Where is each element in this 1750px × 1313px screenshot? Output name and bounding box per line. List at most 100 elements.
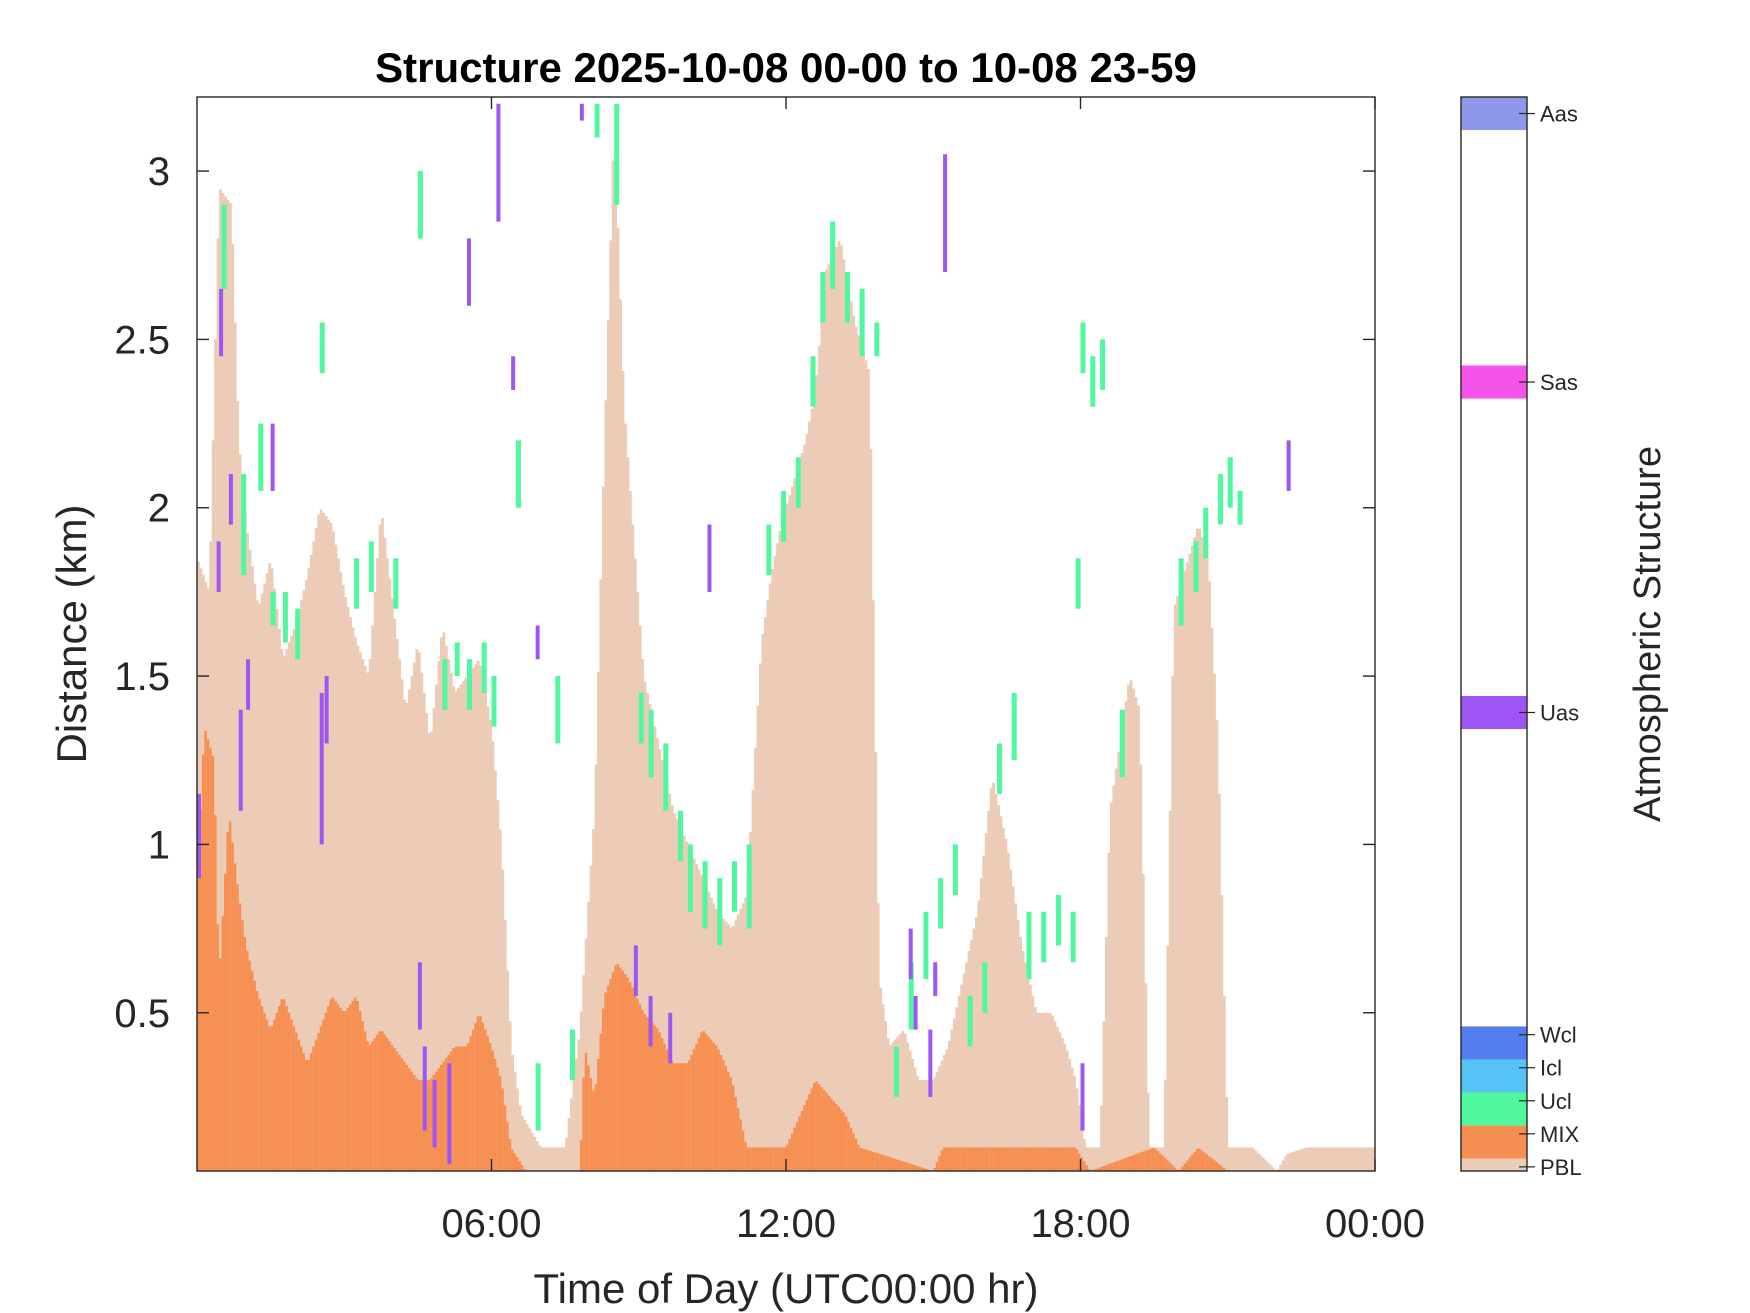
uas-segment: [648, 995, 653, 1047]
mix-column: [862, 1148, 865, 1171]
pbl-column: [1109, 802, 1113, 1171]
ucl-segment: [417, 171, 423, 239]
mix-column: [749, 1147, 753, 1171]
pbl-column: [1097, 1147, 1101, 1171]
pbl-column: [314, 527, 318, 1171]
pbl-column: [447, 659, 451, 1171]
mix-column: [957, 1147, 961, 1171]
mix-column: [255, 990, 259, 1171]
pbl-column: [847, 287, 851, 1171]
mix-column: [896, 1159, 900, 1171]
pbl-column: [786, 503, 789, 1171]
mix-column: [889, 1157, 892, 1171]
pbl-column: [238, 454, 242, 1171]
mix-column: [783, 1147, 787, 1171]
pbl-column: [1092, 1147, 1096, 1171]
mix-column: [874, 1152, 878, 1171]
ucl-segment: [481, 642, 487, 693]
ucl-segment: [594, 103, 600, 138]
pbl-column: [1075, 1088, 1079, 1171]
pbl-column: [889, 1045, 892, 1171]
pbl-column: [1357, 1147, 1361, 1171]
mix-column: [1134, 1154, 1138, 1171]
pbl-column: [1060, 1038, 1064, 1171]
uas-segment: [933, 962, 938, 996]
uas-segment: [422, 1046, 427, 1131]
pbl-column: [920, 1080, 924, 1171]
uas-segment: [432, 1080, 437, 1148]
pbl-column: [798, 461, 802, 1171]
mix-column: [1024, 1147, 1027, 1171]
ucl-segment: [1011, 692, 1017, 761]
pbl-column: [410, 676, 414, 1171]
mix-column: [947, 1147, 951, 1171]
mix-column: [236, 884, 240, 1171]
mix-column: [1065, 1147, 1069, 1171]
pbl-column: [687, 847, 691, 1171]
uas-segment: [417, 962, 422, 1030]
mix-column: [638, 1004, 642, 1171]
pbl-column: [599, 579, 603, 1171]
pbl-column: [351, 627, 355, 1171]
pbl-column: [727, 924, 730, 1171]
ucl-segment: [717, 878, 723, 946]
pbl-column: [1171, 676, 1175, 1171]
mix-column: [400, 1058, 404, 1171]
mix-column: [459, 1046, 463, 1171]
mix-column: [322, 1019, 326, 1171]
pbl-column: [224, 196, 227, 1171]
mix-column: [989, 1147, 993, 1171]
pbl-column: [751, 789, 755, 1171]
pbl-column: [1264, 1160, 1268, 1171]
pbl-column: [1213, 673, 1216, 1171]
pbl-column: [781, 520, 784, 1171]
pbl-column: [1006, 852, 1010, 1171]
pbl-column: [430, 731, 433, 1171]
pbl-column: [479, 665, 483, 1171]
mix-column: [1217, 1164, 1221, 1171]
pbl-column: [547, 1147, 551, 1171]
pbl-column: [685, 841, 689, 1171]
mix-column: [839, 1109, 843, 1171]
ucl-segment: [454, 642, 460, 677]
mix-column: [744, 1141, 748, 1171]
mix-column: [403, 1061, 406, 1171]
pbl-column: [987, 810, 991, 1171]
ucl-segment: [1119, 709, 1125, 778]
mix-column: [1151, 1147, 1155, 1171]
colorbar-label: Wcl: [1540, 1023, 1577, 1048]
mix-column: [687, 1060, 691, 1171]
mix-column: [1073, 1147, 1076, 1171]
pbl-column: [776, 543, 780, 1171]
pbl-column: [891, 1042, 895, 1171]
mix-column: [786, 1144, 789, 1171]
mix-column: [619, 967, 622, 1171]
mix-column: [206, 739, 210, 1171]
pbl-column: [773, 556, 777, 1171]
pbl-column: [771, 568, 775, 1171]
colorbar: PBL MIX Ucl Icl Wcl Uas Sas Aas: [1460, 96, 1582, 1180]
pbl-column: [913, 1067, 917, 1171]
pbl-column: [1132, 688, 1135, 1171]
pbl-column: [1033, 1007, 1037, 1171]
uas-segment: [324, 676, 329, 744]
pbl-column: [1134, 697, 1138, 1171]
mix-column: [1161, 1155, 1165, 1171]
pbl-column: [739, 908, 743, 1171]
pbl-column: [1141, 873, 1145, 1171]
mix-column: [1200, 1150, 1204, 1171]
mix-column: [388, 1041, 392, 1171]
pbl-column: [1372, 1147, 1375, 1171]
pbl-column: [1323, 1147, 1327, 1171]
mix-column: [260, 1006, 264, 1171]
pbl-column: [594, 764, 598, 1171]
pbl-column: [881, 1004, 885, 1171]
pbl-column: [1291, 1152, 1295, 1171]
pbl-column: [1181, 579, 1184, 1171]
pbl-column: [1276, 1168, 1280, 1171]
mix-column: [1051, 1147, 1054, 1171]
mix-column: [523, 1169, 527, 1171]
pbl-column: [243, 510, 247, 1171]
mix-column: [317, 1032, 321, 1171]
mix-column: [992, 1147, 995, 1171]
